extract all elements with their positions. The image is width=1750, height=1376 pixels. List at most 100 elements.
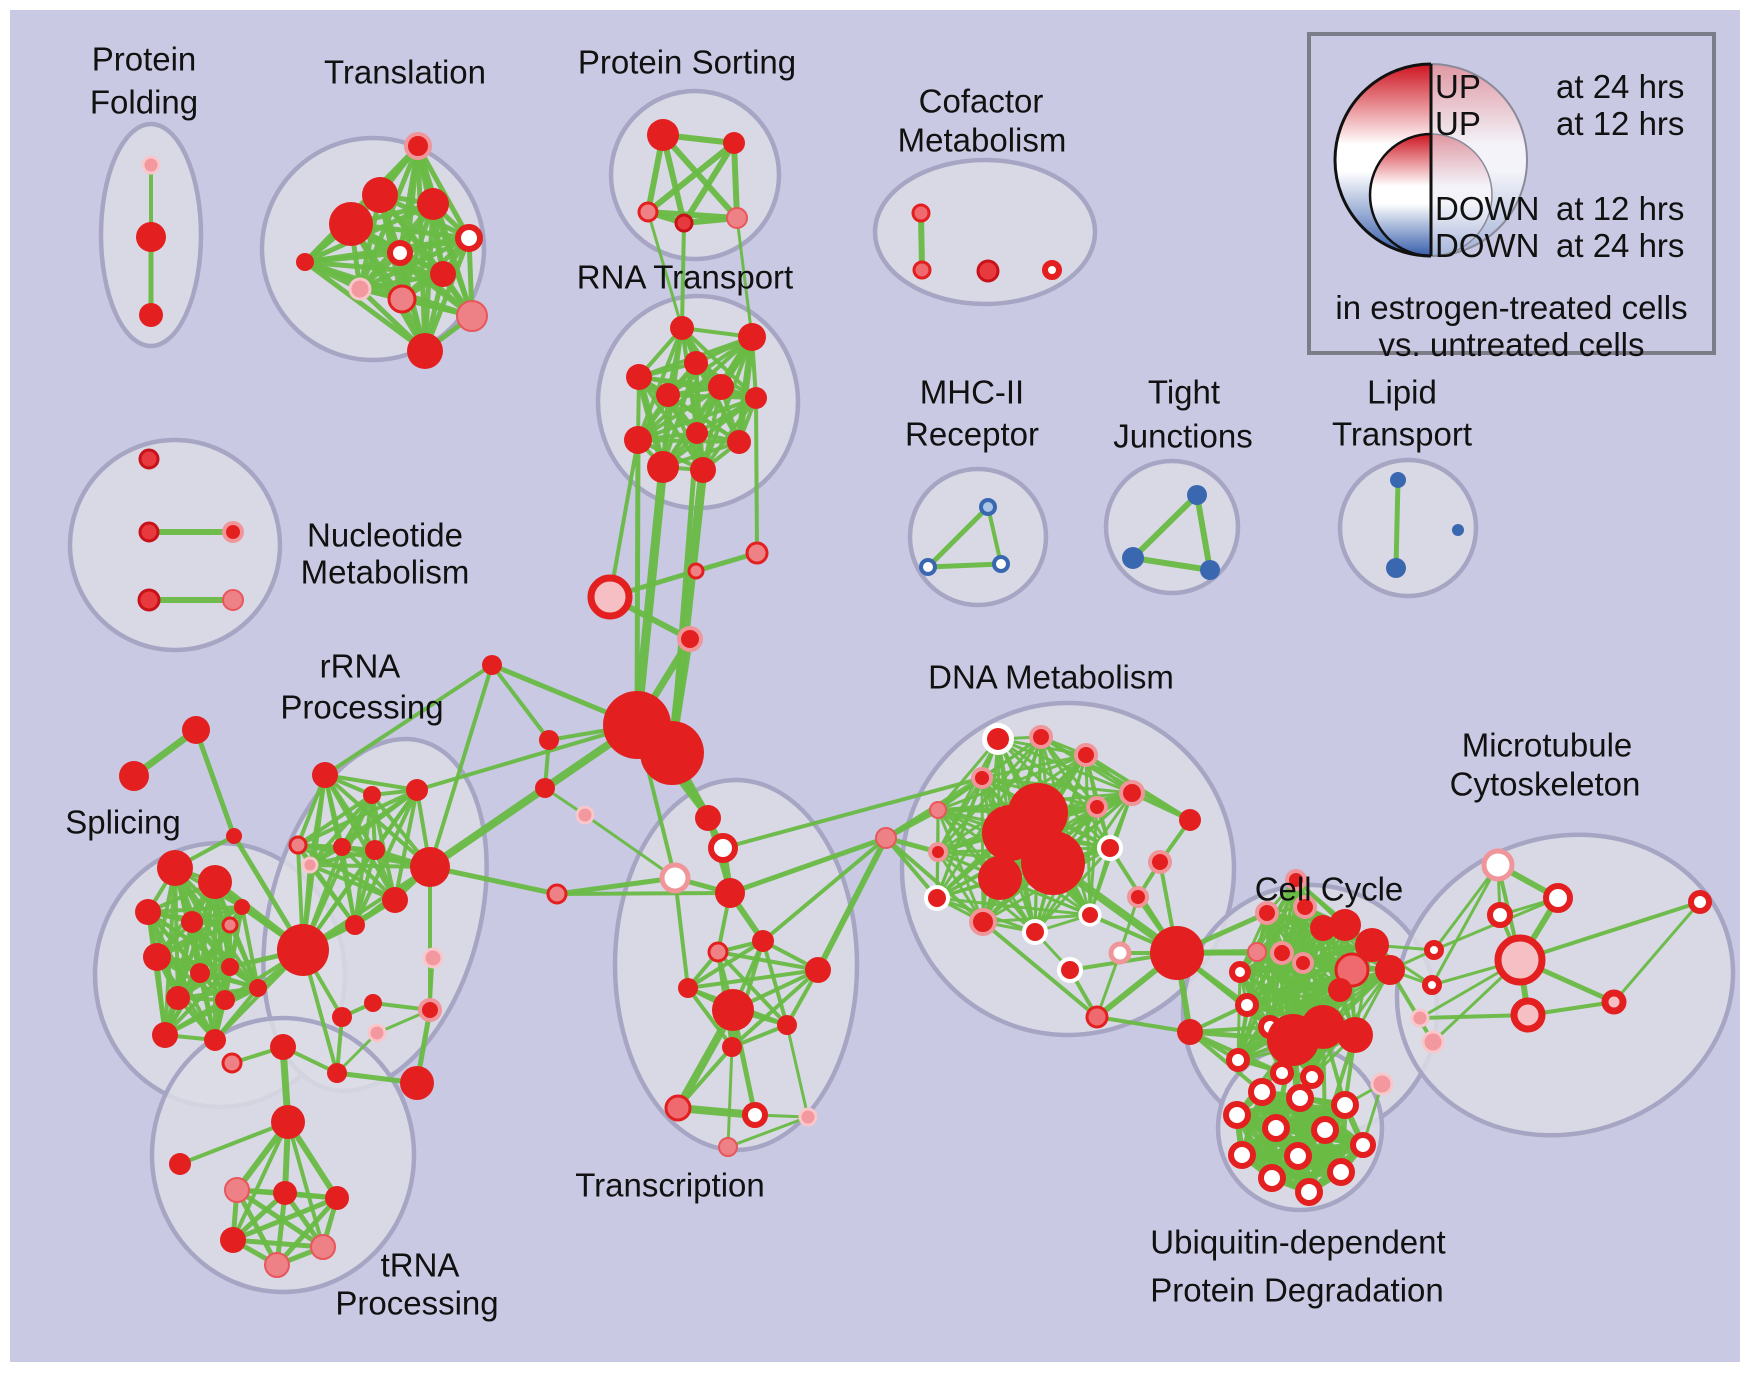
network-node: [647, 119, 679, 151]
network-edge: [981, 913, 1092, 924]
network-edge: [726, 1115, 810, 1149]
legend-up-12-time: at 12 hrs: [1556, 105, 1685, 142]
network-edge: [323, 663, 494, 777]
network-node: [745, 387, 767, 409]
network-edge: [1393, 477, 1401, 571]
network-node: [1101, 839, 1119, 857]
network-edge: [986, 505, 1003, 566]
network-node: [190, 963, 210, 983]
cluster-label-mhc2-receptor: MHC-II: [920, 374, 1024, 411]
network-edge: [686, 939, 765, 990]
network-node: [169, 1153, 191, 1175]
network-edge: [286, 1120, 325, 1249]
network-edge: [935, 896, 1092, 917]
network-edge: [1518, 900, 1702, 962]
network-node: [535, 778, 555, 798]
network-node: [1042, 260, 1062, 280]
network-node: [157, 850, 193, 886]
network-edge: [996, 737, 1099, 809]
network-node: [664, 1094, 692, 1122]
network-node: [277, 924, 329, 976]
network-edge: [608, 438, 640, 599]
network-edge: [1234, 1102, 1348, 1118]
network-node: [708, 833, 738, 863]
network-node: [141, 155, 161, 175]
cluster-label-nucleotide-metabolism: Metabolism: [301, 554, 470, 591]
network-edge: [308, 863, 432, 869]
network-node: [971, 767, 993, 789]
network-edge: [980, 753, 1088, 780]
network-edge: [302, 259, 475, 319]
network-node: [1122, 547, 1144, 569]
network-node: [723, 132, 745, 154]
network-node: [137, 588, 161, 612]
legend-down-24-direction: DOWN: [1435, 227, 1540, 264]
network-edge: [1418, 1013, 1530, 1020]
network-edge: [735, 333, 756, 446]
cluster-shell-lipid-transport: [1337, 457, 1479, 599]
network-edge: [925, 504, 991, 570]
cluster-label-protein-sorting: Protein Sorting: [578, 44, 796, 81]
network-node: [1328, 978, 1352, 1002]
network-edge: [721, 776, 984, 850]
network-node: [686, 422, 708, 444]
network-node: [727, 430, 751, 454]
network-node: [715, 878, 745, 908]
cluster-label-tight-junctions: Junctions: [1113, 418, 1252, 455]
network-edge: [727, 835, 889, 896]
network-node: [367, 1023, 387, 1043]
network-node: [310, 1234, 336, 1260]
network-node: [198, 865, 232, 899]
network-node: [1200, 560, 1220, 580]
network-edge: [353, 793, 374, 927]
network-node: [143, 943, 171, 971]
network-edge: [680, 221, 686, 330]
network-node: [1226, 1048, 1250, 1072]
network-node: [1421, 1030, 1445, 1054]
network-edge: [1039, 735, 1192, 822]
cluster-label-ubiquitin-degradation: Ubiquitin-dependent: [1150, 1224, 1445, 1261]
network-node: [271, 1105, 305, 1139]
network-node: [482, 655, 502, 675]
network-node: [1150, 926, 1204, 980]
network-node: [1295, 1178, 1323, 1206]
network-edge: [302, 259, 428, 354]
network-node: [1270, 1061, 1294, 1085]
network-node: [911, 203, 931, 223]
network-node: [1301, 1005, 1345, 1049]
network-node: [1082, 907, 1098, 923]
network-node: [1293, 895, 1317, 919]
network-node: [327, 1063, 347, 1083]
network-edge: [754, 396, 759, 555]
network-node: [1370, 1072, 1394, 1096]
network-node: [362, 177, 398, 213]
network-node: [726, 207, 748, 229]
network-node: [738, 323, 766, 351]
legend-up-12-direction: UP: [1435, 105, 1481, 142]
network-edge: [980, 776, 1134, 795]
network-node: [929, 801, 947, 819]
legend-glyph: [1333, 62, 1528, 258]
network-node: [407, 333, 443, 369]
network-node: [1262, 1114, 1290, 1142]
network-edge: [761, 836, 888, 943]
network-node: [777, 1015, 797, 1035]
network-node: [182, 716, 210, 744]
network-node: [329, 202, 373, 246]
network-edge: [302, 259, 446, 277]
network-node: [139, 303, 163, 327]
network-node: [1355, 928, 1389, 962]
cluster-shell-microtubule-cytoskeleton: [1394, 832, 1736, 1138]
network-node: [677, 626, 703, 652]
network-edge: [815, 835, 889, 973]
network-edge: [234, 1187, 280, 1268]
cluster-label-rrna-processing: rRNA: [320, 648, 401, 685]
cluster-shell-trna-processing: [149, 1015, 417, 1295]
network-edge: [660, 132, 740, 221]
legend-up-24-direction: UP: [1435, 68, 1481, 105]
network-node: [417, 188, 449, 220]
network-node: [575, 805, 595, 825]
network-node: [1255, 901, 1279, 925]
network-node: [1270, 941, 1294, 965]
network-edge: [1194, 492, 1213, 573]
